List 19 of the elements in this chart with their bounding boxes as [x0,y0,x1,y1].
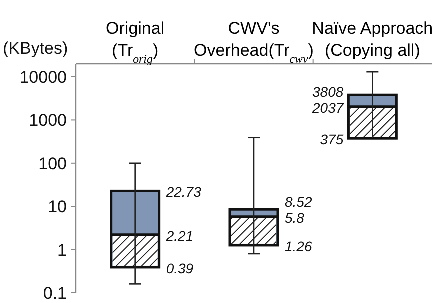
y-tick-label: 100 [38,154,67,174]
annotation: 3808 [312,84,344,100]
x-tick-label: Original (Tr$_{orig}$) [106,19,165,66]
annotation: 5.8 [285,210,305,226]
annotation: 375 [320,132,344,148]
y-tick-label: 1000 [29,111,67,130]
x-tick-label: Naïve Approach (Copying all) [312,19,434,60]
y-tick-label: 0.1 [43,284,67,303]
y-tick-label: 10000 [20,68,67,87]
annotation: 1.26 [285,238,312,254]
annotation: 2037 [312,100,345,116]
y-tick-label: 10 [48,198,67,217]
annotation: 22.73 [165,184,202,200]
y-tick-label: 1 [58,240,67,260]
annotation: 0.39 [166,260,194,276]
annotation: 8.52 [285,194,312,210]
y-axis-title: (KBytes) [3,39,68,58]
x-tick-label: CWV's Overhead(Tr$_{cwv}$) [194,19,314,66]
annotation: 2.21 [165,228,194,244]
